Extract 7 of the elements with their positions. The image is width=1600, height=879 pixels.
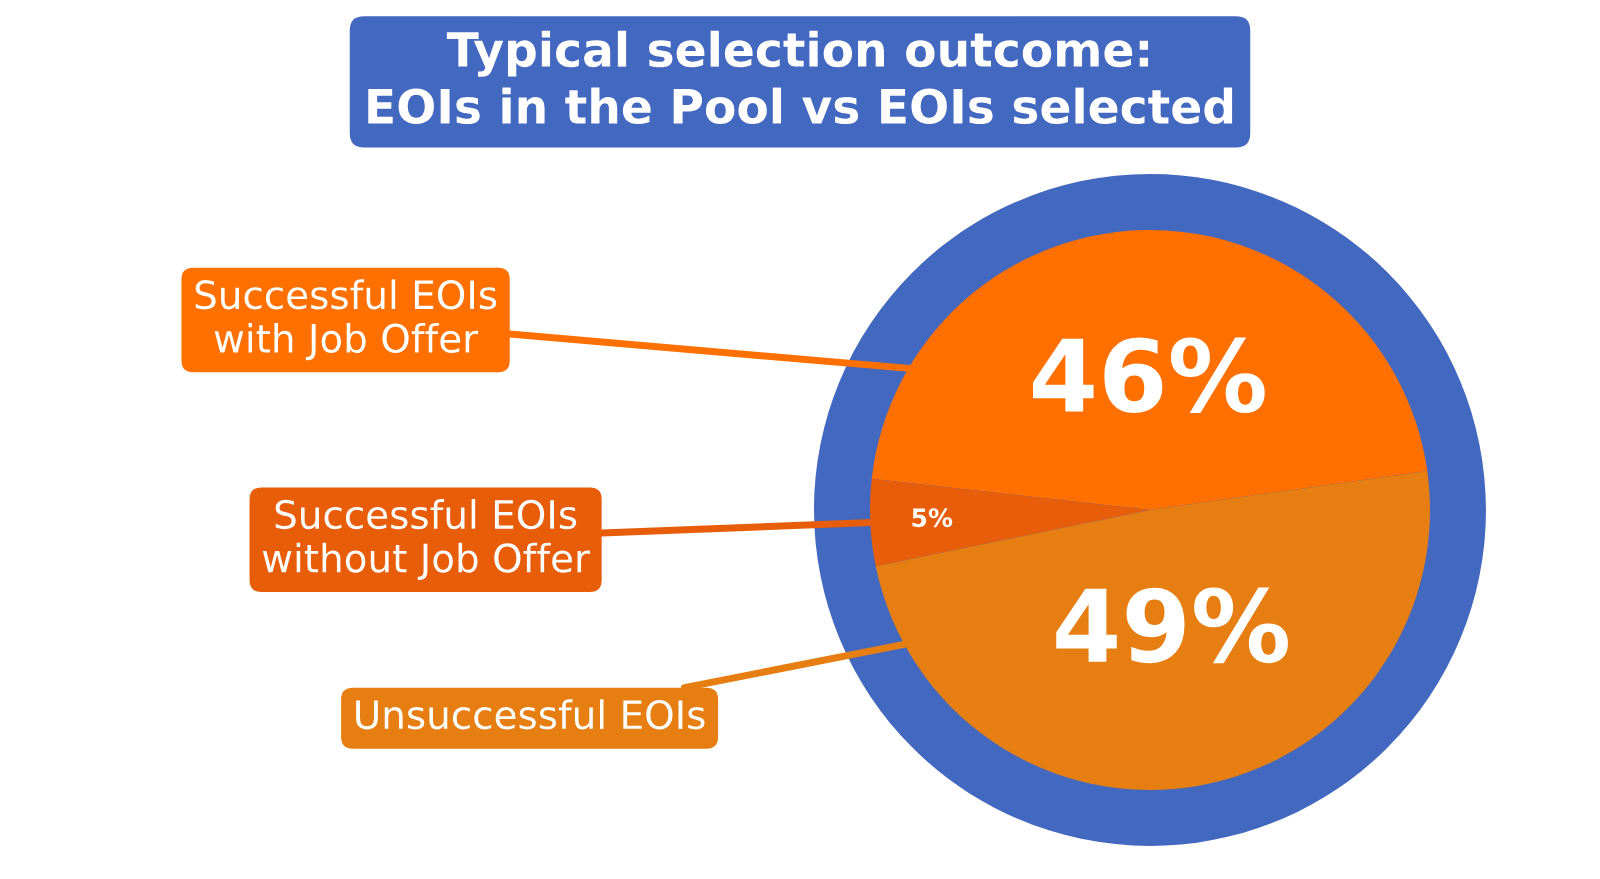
data-label: 49% [1056,587,1288,664]
chart-title: Typical selection outcome: EOIs in the Pool vs EOIs selected [368,30,1233,125]
data-label: 46% [1033,337,1265,414]
slice-label: Successful EOIs with Job Offer [195,279,497,361]
slice-label: Unsuccessful EOIs [356,699,705,730]
slice-label: Successful EOIs without Job Offer [262,499,590,580]
data-label: 5% [912,508,953,528]
